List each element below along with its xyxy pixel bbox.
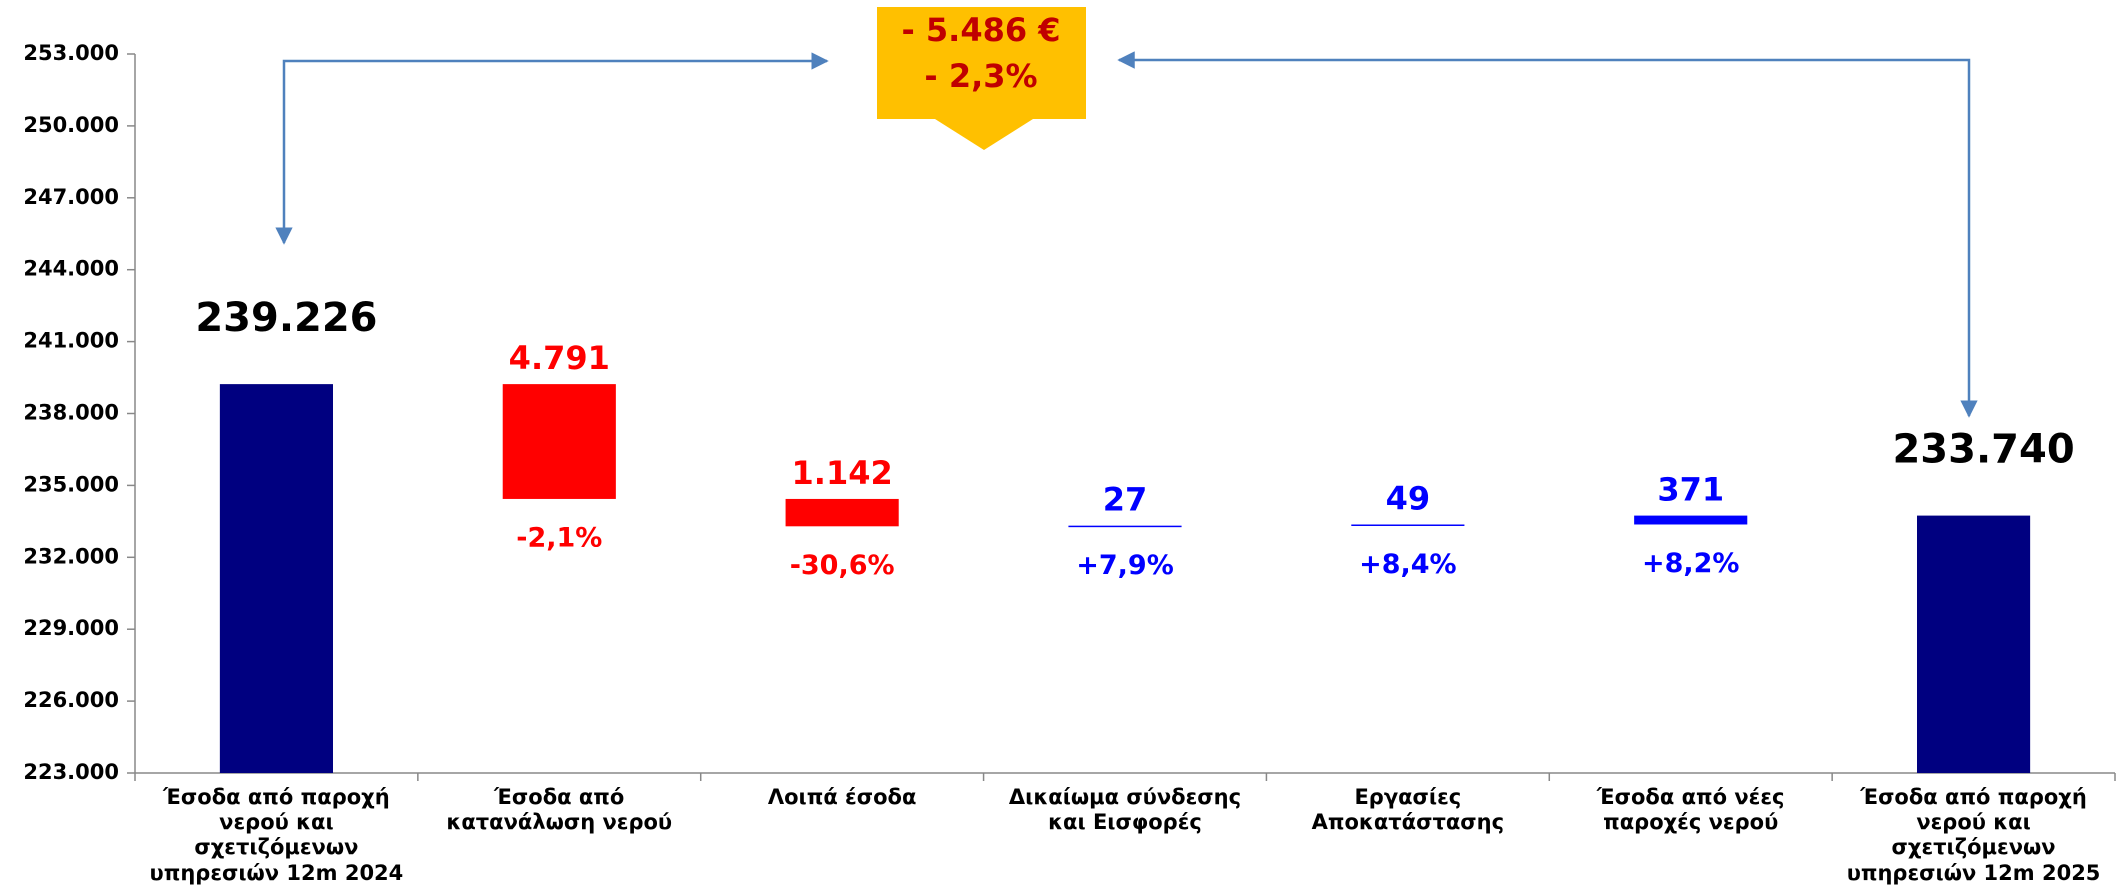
y-tick-label: 235.000 <box>23 472 119 496</box>
y-tick-label: 250.000 <box>23 113 119 137</box>
x-tick-label: Εργασίες Αποκατάστασης <box>1311 785 1505 835</box>
y-tick-label: 241.000 <box>23 329 119 353</box>
value-label: 239.226 <box>195 295 377 341</box>
callout-text: - 2,3% <box>924 57 1037 95</box>
y-tick-label: 232.000 <box>23 544 119 568</box>
arrow-left <box>275 52 829 245</box>
x-tick-label: Λοιπά έσοδα <box>767 785 917 809</box>
change-label: +8,2% <box>1642 548 1740 579</box>
x-label-box: Εργασίες Αποκατάστασης <box>1311 785 1505 835</box>
bar <box>219 384 333 773</box>
callout-box <box>877 7 1086 119</box>
y-tick-label: 244.000 <box>23 257 119 281</box>
y-tick-label: 238.000 <box>23 401 119 425</box>
x-tick-label: Έσοδα από νέες παροχές νερού <box>1596 785 1785 835</box>
y-tick-label: 247.000 <box>23 185 119 209</box>
y-tick-label: 223.000 <box>23 760 119 784</box>
bar <box>1917 515 2031 773</box>
x-label-box: Έσοδα από κατανάλωση νερού <box>446 785 673 835</box>
value-label: 49 <box>1386 479 1431 517</box>
x-tick-label: Έσοδα από παροχή νερού και σχετιζόμενων … <box>149 785 404 885</box>
x-label-box: Έσοδα από παροχή νερού και σχετιζόμενων … <box>149 785 404 885</box>
value-label: 371 <box>1657 471 1724 509</box>
value-label: 27 <box>1103 481 1148 519</box>
bar <box>1351 524 1465 526</box>
x-tick-label: Δικαίωμα σύνδεσης και Εισφορές <box>1008 785 1242 835</box>
x-tick-label: Έσοδα από κατανάλωση νερού <box>446 785 673 835</box>
value-label: 4.791 <box>509 339 610 377</box>
change-label: -30,6% <box>790 550 895 581</box>
x-label-box: Έσοδα από παροχή νερού και σχετιζόμενων … <box>1846 785 2101 885</box>
x-label-box: Λοιπά έσοδα <box>767 785 917 809</box>
change-label: -2,1% <box>516 522 602 553</box>
callout-text: - 5.486 € <box>901 11 1060 49</box>
callout-pointer <box>935 119 1033 150</box>
y-tick-label: 253.000 <box>23 41 119 65</box>
bar <box>785 498 899 527</box>
callout: - 5.486 € - 2,3% <box>877 7 1086 150</box>
y-tick-label: 229.000 <box>23 616 119 640</box>
bar <box>1068 525 1182 528</box>
arrow-right <box>1117 51 1978 418</box>
x-label-box: Έσοδα από νέες παροχές νερού <box>1596 785 1785 835</box>
bar <box>1634 515 1748 525</box>
x-tick-label: Έσοδα από παροχή νερού και σχετιζόμενων … <box>1846 785 2101 885</box>
value-label: 233.740 <box>1892 427 2074 473</box>
y-tick-label: 226.000 <box>23 688 119 712</box>
x-label-box: Δικαίωμα σύνδεσης και Εισφορές <box>1008 785 1242 835</box>
value-label: 1.142 <box>792 454 893 492</box>
change-label: +8,4% <box>1359 549 1457 580</box>
change-label: +7,9% <box>1076 550 1174 581</box>
bar <box>502 384 616 499</box>
